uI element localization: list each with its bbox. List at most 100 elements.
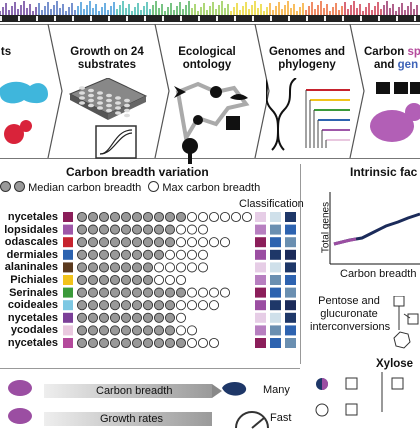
max-legend-label: Max carbon breadth <box>162 182 261 194</box>
median-dot <box>76 211 88 223</box>
banner-tick <box>36 16 38 21</box>
classification-cell <box>285 287 296 298</box>
plate-well <box>97 91 103 95</box>
classification-cell <box>270 287 281 298</box>
median-dot <box>120 274 132 286</box>
plate-well <box>79 96 85 100</box>
order-label: nycetales <box>7 311 58 324</box>
max-dot <box>208 337 220 349</box>
median-dot <box>120 237 132 248</box>
median-dot <box>164 312 176 323</box>
median-dot <box>87 337 99 349</box>
max-dot <box>197 237 209 248</box>
median-dot <box>175 211 187 223</box>
banner-tick <box>72 16 74 21</box>
computers-yeast-icon <box>370 82 420 142</box>
median-dot <box>98 300 110 311</box>
max-dot <box>186 224 198 235</box>
max-dot <box>186 287 198 298</box>
median-dot <box>131 300 143 311</box>
median-dot <box>98 224 110 235</box>
median-dot <box>76 337 88 349</box>
median-dot <box>142 249 154 260</box>
max-dot <box>175 237 187 248</box>
median-dot <box>109 211 121 223</box>
order-color-swatch <box>63 325 73 336</box>
panel-2-label: Growth on 24 substrates <box>70 46 144 71</box>
median-dot <box>142 312 154 323</box>
max-dot <box>175 312 187 323</box>
classification-cell <box>255 249 266 260</box>
median-dot <box>98 325 110 336</box>
classification-cell <box>270 237 281 248</box>
classification-cell <box>255 325 266 336</box>
max-dot <box>164 262 176 273</box>
plate-well <box>97 106 103 110</box>
median-dot <box>87 312 99 323</box>
order-label: coideales <box>7 299 58 312</box>
classification-cell <box>255 262 266 273</box>
max-dot <box>175 325 187 336</box>
median-dot <box>109 262 121 273</box>
classification-cell <box>255 287 266 298</box>
median-dot <box>131 274 143 286</box>
order-color-swatch <box>63 249 73 260</box>
median-dot <box>120 287 132 298</box>
median-dot <box>98 237 110 248</box>
max-dot <box>175 224 187 235</box>
order-color-swatch <box>63 212 73 222</box>
xylose-label: Xylose <box>376 358 414 370</box>
median-dot <box>76 237 88 248</box>
max-dot <box>197 262 209 273</box>
plate-well <box>79 86 85 90</box>
carbon-breadth-bar-end: Many <box>263 384 290 396</box>
max-dot <box>197 300 209 311</box>
banner-tick <box>252 16 254 21</box>
median-dot <box>120 262 132 273</box>
banner-tick <box>54 16 56 21</box>
classification-label: Classification <box>239 198 304 210</box>
median-dot <box>109 300 121 311</box>
classification-cell <box>285 249 296 260</box>
classification-cell <box>270 300 281 311</box>
median-dot <box>109 249 121 260</box>
max-dot <box>175 262 187 273</box>
carbon-breadth-bar-label: Carbon breadth <box>96 385 173 397</box>
pathway-label: Pentose and glucuronate interconversions <box>310 295 391 333</box>
plate-well <box>88 88 94 93</box>
median-dot <box>164 337 176 349</box>
median-dot <box>87 287 99 298</box>
median-dot <box>131 237 143 248</box>
max-dot <box>197 211 209 223</box>
max-dot <box>186 237 198 248</box>
median-dot <box>164 224 176 235</box>
max-dot <box>241 211 253 223</box>
max-dot <box>175 300 187 311</box>
max-dot <box>197 249 209 260</box>
median-dot <box>76 274 88 286</box>
growth-rates-bar-end: Fast <box>270 412 292 424</box>
median-dot <box>164 287 176 298</box>
banner-tick <box>216 16 218 21</box>
max-dot <box>164 274 176 286</box>
banner-tick <box>126 16 128 21</box>
median-dot <box>142 300 154 311</box>
variation-title: Carbon breadth variation <box>66 165 209 179</box>
median-dot <box>164 237 176 248</box>
median-dot <box>131 249 143 260</box>
order-label: nycetales <box>7 337 58 349</box>
median-dot <box>164 300 176 311</box>
median-dot <box>142 224 154 235</box>
median-dot <box>109 237 121 248</box>
plate-well <box>115 96 121 100</box>
median-dot <box>153 237 165 248</box>
classification-cell <box>285 325 296 336</box>
phylogeny-banner <box>0 1 420 22</box>
max-dot <box>153 274 165 286</box>
classification-cell <box>270 262 281 273</box>
banner-tick <box>324 16 326 21</box>
classification-cell <box>255 237 266 248</box>
median-dot <box>76 249 88 260</box>
banner-tick <box>90 16 92 21</box>
growth-rates-bar-label: Growth rates <box>100 413 163 425</box>
